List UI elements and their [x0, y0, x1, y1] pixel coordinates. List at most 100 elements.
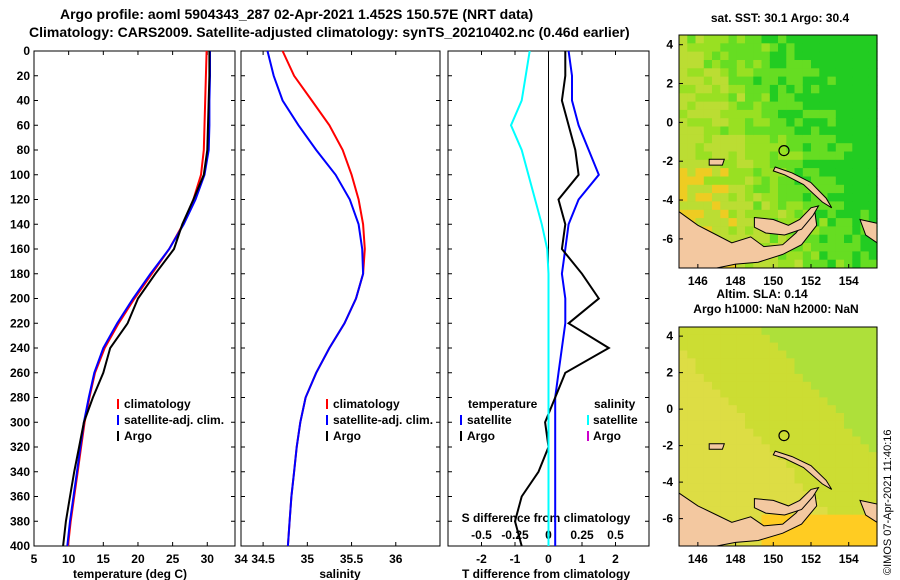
- map-cell: [687, 420, 697, 430]
- map-cell: [844, 101, 853, 111]
- map-cell: [703, 168, 713, 177]
- map-cell: [852, 184, 862, 194]
- map-cell: [695, 350, 705, 359]
- map-cell: [761, 350, 771, 359]
- map-cell: [687, 93, 697, 103]
- map-cell: [695, 35, 705, 44]
- map-cell: [712, 126, 721, 136]
- map-cell: [761, 93, 771, 103]
- map-cell: [687, 483, 697, 492]
- map-cell: [860, 51, 870, 61]
- map-cell: [753, 428, 763, 437]
- map-cell: [786, 373, 796, 383]
- map-cell: [786, 499, 796, 508]
- map-cell: [728, 428, 738, 437]
- map-cell: [819, 134, 829, 144]
- map-cell: [745, 373, 754, 383]
- map-cell: [753, 420, 763, 430]
- imos-timestamp: ©IMOS 07-Apr-2021 11:40:16: [882, 429, 894, 575]
- map-cell: [679, 51, 688, 61]
- y-tick-label: 340: [10, 465, 30, 479]
- map-cell: [835, 413, 845, 422]
- y-tick-label: 40: [17, 94, 31, 108]
- map-cell: [728, 350, 738, 359]
- map-cell: [769, 209, 779, 219]
- legend-label-t-satellite: satellite: [467, 413, 512, 427]
- map-cell: [703, 483, 713, 492]
- map-cell: [712, 460, 721, 469]
- map-y-tick-label: 4: [666, 329, 673, 343]
- map-cell: [819, 226, 829, 236]
- legend-header-temperature: temperature: [468, 397, 538, 411]
- map-x-tick-label: 146: [688, 552, 708, 566]
- map-cell: [835, 76, 845, 86]
- map-cell: [745, 126, 754, 136]
- map-cell: [868, 538, 878, 547]
- map-cell: [712, 184, 721, 194]
- map-cell: [687, 413, 697, 422]
- map-cell: [761, 234, 771, 244]
- map-cell: [769, 143, 779, 152]
- map-cell: [835, 452, 845, 461]
- map-cell: [736, 413, 746, 422]
- map-cell: [819, 118, 829, 127]
- map-cell: [778, 514, 787, 523]
- map-cell: [695, 84, 705, 94]
- map-cell: [728, 444, 738, 453]
- map-cell: [728, 101, 738, 111]
- map-cell: [835, 84, 845, 94]
- map-cell: [761, 68, 771, 78]
- map-cell: [860, 35, 870, 44]
- map-cell: [844, 251, 853, 261]
- map-cell: [695, 334, 705, 344]
- map-cell: [720, 452, 730, 461]
- map-cell: [819, 389, 829, 398]
- map-cell: [712, 327, 721, 336]
- map-cell: [728, 460, 738, 469]
- map-cell: [811, 151, 820, 161]
- map-frame: [678, 34, 878, 269]
- map-cell: [778, 35, 787, 44]
- map-cell: [860, 538, 870, 547]
- land-manus: [708, 158, 725, 166]
- map-cell: [736, 118, 746, 127]
- map-cell: [736, 84, 746, 94]
- map-cell: [687, 134, 697, 144]
- map-cell: [835, 93, 845, 103]
- map-cell: [679, 491, 688, 500]
- map-cell: [703, 428, 713, 437]
- map-cell: [761, 51, 771, 61]
- map-cell: [811, 168, 820, 177]
- map-cell: [728, 467, 738, 477]
- map-cell: [712, 51, 721, 61]
- map-cell: [736, 327, 746, 336]
- map-cell: [819, 436, 829, 445]
- map-cell: [745, 538, 754, 547]
- map-cell: [786, 159, 796, 169]
- map-cell: [835, 350, 845, 359]
- map-cell: [786, 184, 796, 194]
- map-cell: [712, 405, 721, 414]
- map-cell: [844, 226, 853, 236]
- map-cell: [794, 358, 804, 367]
- map-cell: [811, 538, 820, 547]
- map-cell: [835, 366, 845, 375]
- map-cell: [745, 366, 754, 375]
- y-tick-label: 60: [17, 118, 31, 132]
- map-cell: [769, 467, 779, 477]
- map-cell: [695, 101, 705, 111]
- map-cell: [761, 483, 771, 492]
- map-cell: [860, 60, 870, 69]
- map-cell: [720, 76, 730, 86]
- map-cell: [753, 358, 763, 367]
- map-cell: [786, 413, 796, 422]
- map-cell: [745, 151, 754, 161]
- x-tick-label: 15: [97, 552, 111, 566]
- map-cell: [703, 381, 713, 391]
- map-cell: [868, 491, 878, 500]
- map-cell: [736, 184, 746, 194]
- map-cell: [761, 259, 771, 269]
- map-cell: [835, 475, 845, 484]
- map-cell: [728, 381, 738, 391]
- map-cell: [852, 506, 862, 516]
